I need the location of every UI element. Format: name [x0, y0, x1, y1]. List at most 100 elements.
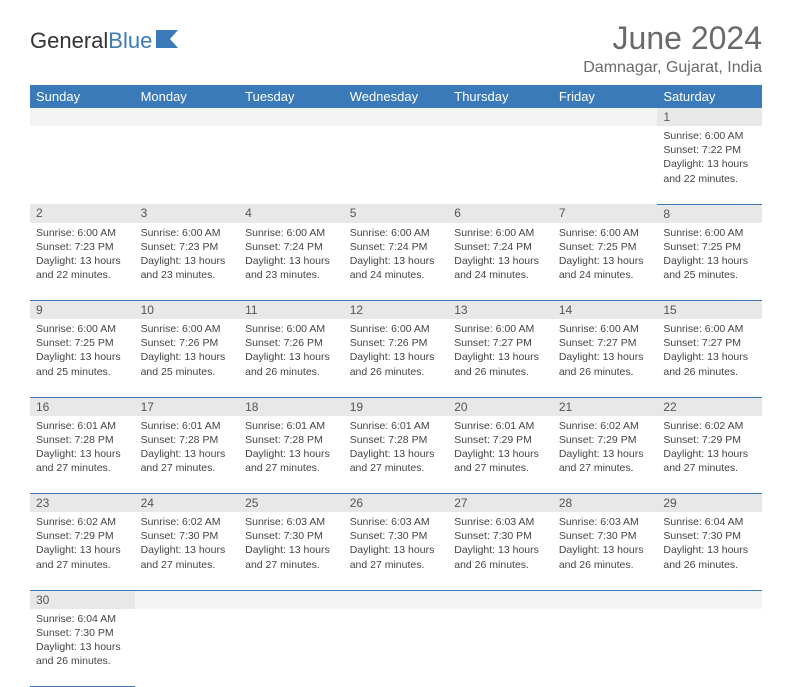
day-cell: Sunrise: 6:01 AMSunset: 7:28 PMDaylight:…	[344, 416, 449, 494]
daylight-text: and 26 minutes.	[559, 558, 652, 572]
day-cell: Sunrise: 6:00 AMSunset: 7:26 PMDaylight:…	[239, 319, 344, 397]
sunrise-text: Sunrise: 6:02 AM	[559, 419, 652, 433]
day-cell	[135, 126, 240, 204]
day-number-cell: 5	[344, 204, 449, 223]
daylight-text: and 24 minutes.	[454, 268, 547, 282]
day-cell: Sunrise: 6:02 AMSunset: 7:29 PMDaylight:…	[30, 512, 135, 590]
day-cell: Sunrise: 6:00 AMSunset: 7:24 PMDaylight:…	[239, 223, 344, 301]
sunset-text: Sunset: 7:26 PM	[245, 336, 338, 350]
daylight-text: Daylight: 13 hours	[141, 543, 234, 557]
day-content: Sunrise: 6:01 AMSunset: 7:28 PMDaylight:…	[30, 416, 135, 482]
day-number-cell: 1	[657, 108, 762, 126]
header: GeneralBlue June 2024 Damnagar, Gujarat,…	[30, 20, 762, 77]
sunrise-text: Sunrise: 6:03 AM	[245, 515, 338, 529]
daylight-text: and 26 minutes.	[454, 365, 547, 379]
daylight-text: and 23 minutes.	[245, 268, 338, 282]
sunrise-text: Sunrise: 6:04 AM	[36, 612, 129, 626]
daylight-text: Daylight: 13 hours	[245, 447, 338, 461]
day-content: Sunrise: 6:02 AMSunset: 7:30 PMDaylight:…	[135, 512, 240, 578]
day-content: Sunrise: 6:00 AMSunset: 7:25 PMDaylight:…	[30, 319, 135, 385]
day-cell	[448, 609, 553, 687]
daynum-row: 2345678	[30, 204, 762, 223]
week-row: Sunrise: 6:01 AMSunset: 7:28 PMDaylight:…	[30, 416, 762, 494]
sunset-text: Sunset: 7:23 PM	[36, 240, 129, 254]
day-number-cell	[239, 590, 344, 609]
daylight-text: and 25 minutes.	[141, 365, 234, 379]
day-cell: Sunrise: 6:00 AMSunset: 7:27 PMDaylight:…	[448, 319, 553, 397]
daylight-text: and 22 minutes.	[663, 172, 756, 186]
daynum-row: 16171819202122	[30, 397, 762, 416]
daylight-text: and 27 minutes.	[141, 558, 234, 572]
day-number-cell: 24	[135, 494, 240, 513]
day-content: Sunrise: 6:01 AMSunset: 7:28 PMDaylight:…	[135, 416, 240, 482]
day-number-cell: 7	[553, 204, 658, 223]
logo-text-2: Blue	[108, 28, 152, 54]
daylight-text: Daylight: 13 hours	[454, 350, 547, 364]
daylight-text: Daylight: 13 hours	[141, 447, 234, 461]
day-cell: Sunrise: 6:00 AMSunset: 7:25 PMDaylight:…	[553, 223, 658, 301]
daylight-text: Daylight: 13 hours	[245, 254, 338, 268]
sunset-text: Sunset: 7:27 PM	[559, 336, 652, 350]
sunset-text: Sunset: 7:25 PM	[663, 240, 756, 254]
daylight-text: Daylight: 13 hours	[245, 543, 338, 557]
daylight-text: Daylight: 13 hours	[141, 254, 234, 268]
daylight-text: Daylight: 13 hours	[36, 350, 129, 364]
weekday-header: Friday	[553, 85, 658, 108]
month-title: June 2024	[583, 20, 762, 57]
daylight-text: and 26 minutes.	[36, 654, 129, 668]
weekday-header: Monday	[135, 85, 240, 108]
day-number-cell: 3	[135, 204, 240, 223]
logo-text-1: General	[30, 28, 108, 54]
day-number-cell	[448, 108, 553, 126]
day-content: Sunrise: 6:02 AMSunset: 7:29 PMDaylight:…	[657, 416, 762, 482]
day-content: Sunrise: 6:00 AMSunset: 7:26 PMDaylight:…	[239, 319, 344, 385]
daylight-text: and 27 minutes.	[454, 461, 547, 475]
sunrise-text: Sunrise: 6:00 AM	[663, 322, 756, 336]
day-cell	[239, 126, 344, 204]
sunset-text: Sunset: 7:28 PM	[141, 433, 234, 447]
day-cell	[239, 609, 344, 687]
daynum-row: 30	[30, 590, 762, 609]
day-cell: Sunrise: 6:00 AMSunset: 7:23 PMDaylight:…	[30, 223, 135, 301]
daylight-text: and 26 minutes.	[245, 365, 338, 379]
flag-icon	[156, 28, 182, 54]
day-number-cell: 10	[135, 301, 240, 320]
day-number-cell	[448, 590, 553, 609]
sunrise-text: Sunrise: 6:00 AM	[663, 129, 756, 143]
daylight-text: Daylight: 13 hours	[36, 543, 129, 557]
sunset-text: Sunset: 7:29 PM	[36, 529, 129, 543]
daylight-text: Daylight: 13 hours	[454, 543, 547, 557]
day-number-cell: 17	[135, 397, 240, 416]
day-number-cell	[344, 108, 449, 126]
daylight-text: Daylight: 13 hours	[350, 350, 443, 364]
daylight-text: and 26 minutes.	[663, 365, 756, 379]
sunset-text: Sunset: 7:30 PM	[36, 626, 129, 640]
day-content: Sunrise: 6:04 AMSunset: 7:30 PMDaylight:…	[30, 609, 135, 675]
day-number-cell	[30, 108, 135, 126]
daylight-text: Daylight: 13 hours	[663, 157, 756, 171]
day-number-cell: 18	[239, 397, 344, 416]
day-number-cell	[553, 590, 658, 609]
week-row: Sunrise: 6:00 AMSunset: 7:25 PMDaylight:…	[30, 319, 762, 397]
location: Damnagar, Gujarat, India	[583, 59, 762, 77]
daylight-text: and 27 minutes.	[141, 461, 234, 475]
sunrise-text: Sunrise: 6:01 AM	[245, 419, 338, 433]
daylight-text: Daylight: 13 hours	[559, 254, 652, 268]
daylight-text: and 27 minutes.	[559, 461, 652, 475]
weekday-header: Thursday	[448, 85, 553, 108]
daylight-text: Daylight: 13 hours	[663, 254, 756, 268]
sunrise-text: Sunrise: 6:00 AM	[141, 322, 234, 336]
daylight-text: Daylight: 13 hours	[454, 447, 547, 461]
day-cell	[135, 609, 240, 687]
sunrise-text: Sunrise: 6:00 AM	[559, 226, 652, 240]
day-cell	[344, 609, 449, 687]
sunrise-text: Sunrise: 6:00 AM	[36, 322, 129, 336]
day-number-cell	[657, 590, 762, 609]
day-cell: Sunrise: 6:03 AMSunset: 7:30 PMDaylight:…	[448, 512, 553, 590]
sunset-text: Sunset: 7:26 PM	[141, 336, 234, 350]
sunset-text: Sunset: 7:29 PM	[663, 433, 756, 447]
daylight-text: and 27 minutes.	[36, 558, 129, 572]
day-cell: Sunrise: 6:00 AMSunset: 7:26 PMDaylight:…	[344, 319, 449, 397]
title-block: June 2024 Damnagar, Gujarat, India	[583, 20, 762, 77]
day-content: Sunrise: 6:00 AMSunset: 7:24 PMDaylight:…	[344, 223, 449, 289]
